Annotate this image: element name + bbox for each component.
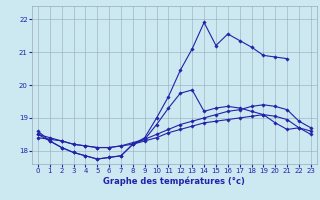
X-axis label: Graphe des températures (°c): Graphe des températures (°c) (103, 177, 245, 186)
